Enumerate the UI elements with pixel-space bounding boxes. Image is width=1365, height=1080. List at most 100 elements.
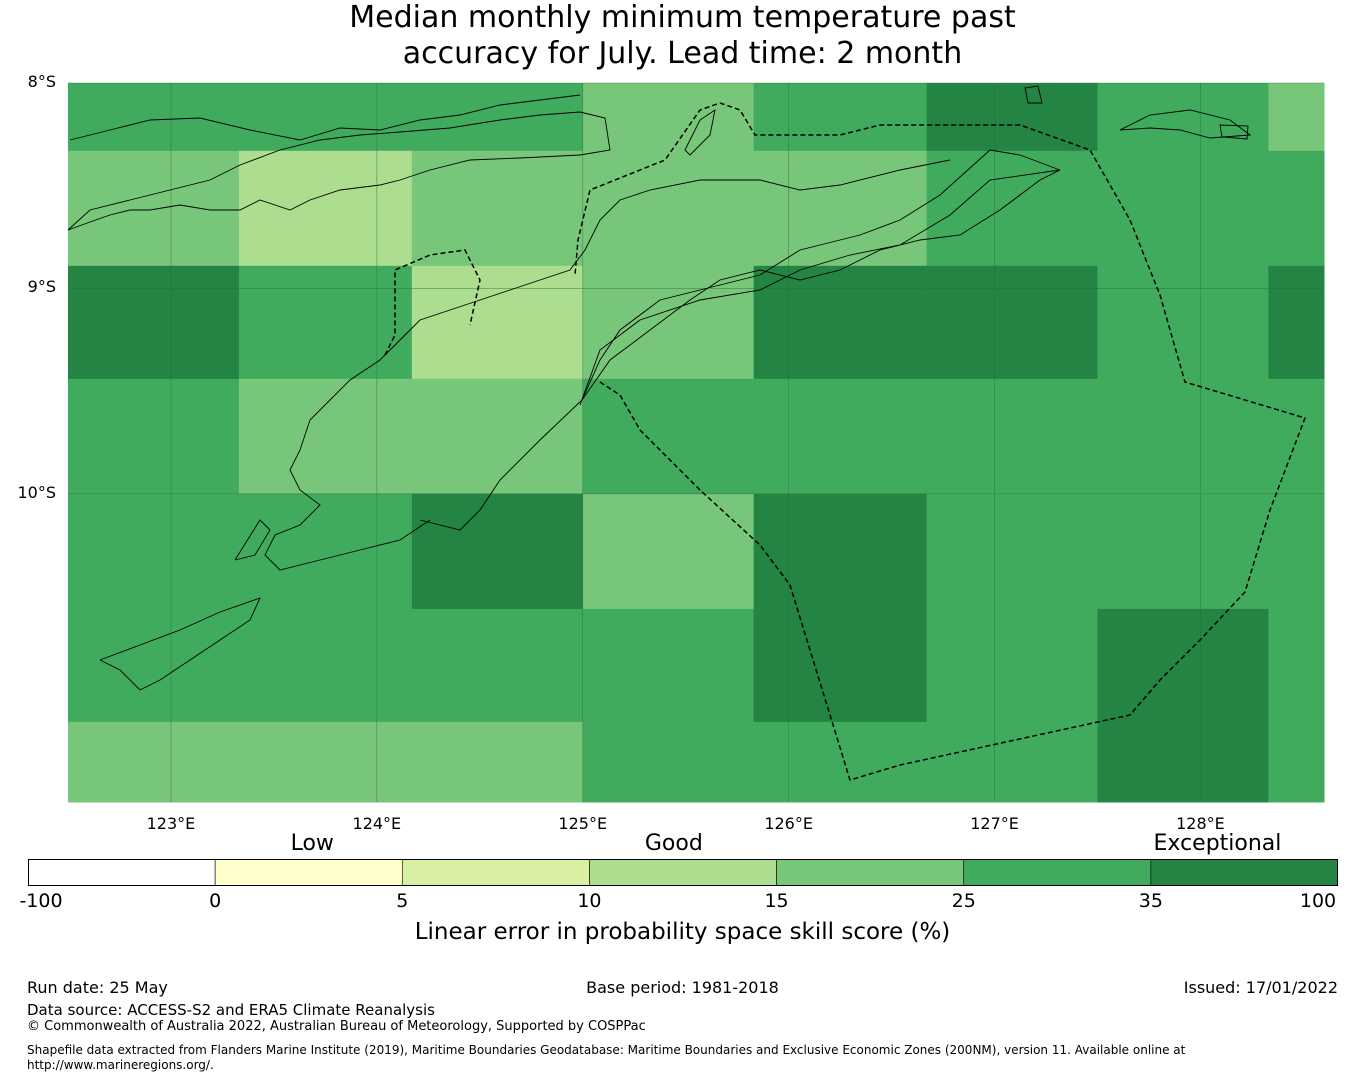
grid-cell: [411, 608, 584, 723]
longitude-tick-label: 128°E: [1176, 814, 1225, 833]
grid-cell: [68, 608, 240, 723]
grid-cell: [582, 378, 755, 495]
grid-cell: [238, 83, 413, 152]
grid-cell: [1097, 265, 1269, 380]
grid-cell: [753, 721, 928, 803]
grid-cell: [582, 608, 755, 723]
grid-cell: [1268, 721, 1325, 803]
maritime-boundary: [384, 102, 1306, 781]
grid-cell: [1268, 608, 1325, 723]
grid-cell: [582, 265, 755, 380]
skill-score-grid: [68, 83, 1325, 803]
grid-cell: [411, 150, 584, 267]
grid-cell: [1268, 493, 1325, 610]
colorbar-bin: [963, 859, 1152, 886]
grid-cell: [1268, 83, 1325, 152]
grid-cell: [238, 493, 413, 610]
longitude-tick-label: 127°E: [970, 814, 1019, 833]
coastline-wetar: [1119, 109, 1252, 139]
coastline-alor: [69, 94, 581, 141]
grid-cell: [238, 721, 413, 803]
legend-category-label: Low: [290, 831, 334, 856]
coastline-timor-west: [264, 159, 951, 571]
grid-cell: [926, 265, 1099, 380]
grid-cell: [1097, 721, 1269, 803]
grid-cell: [68, 265, 240, 380]
longitude-tick-label: 126°E: [764, 814, 813, 833]
colorbar-bins: [28, 859, 1338, 886]
base-period: Base period: 1981-2018: [586, 978, 779, 997]
colorbar-tick-label: 25: [951, 890, 976, 912]
grid-cell: [238, 265, 413, 380]
colorbar-tick-label: -100: [19, 890, 63, 912]
coastline-timor-main: [419, 149, 1061, 531]
colorbar-bin: [589, 859, 777, 886]
coastline: [67, 85, 1252, 691]
grid-cell: [1268, 378, 1325, 495]
grid-cell: [582, 493, 755, 610]
grid-cell: [753, 265, 928, 380]
grid-cell: [1097, 493, 1269, 610]
grid-cell: [753, 493, 928, 610]
grid-cell: [68, 83, 240, 152]
coastline-islet-1: [1024, 85, 1043, 104]
eez-boundary-west: [384, 249, 481, 356]
coastline-flores-east: [67, 111, 611, 231]
grid-cell: [1097, 150, 1269, 267]
data-source: Data source: ACCESS-S2 and ERA5 Climate …: [27, 1001, 435, 1019]
latitude-tick-label: 8°S: [27, 72, 56, 91]
grid-cell: [238, 608, 413, 723]
colorbar-bin: [1150, 859, 1338, 886]
map-title: Median monthly minimum temperature past …: [0, 0, 1365, 72]
grid-cell: [753, 608, 928, 723]
coastline-islet-2: [1219, 124, 1249, 140]
grid-cell: [68, 378, 240, 495]
colorbar-frame: [28, 859, 1338, 886]
colorbar-tick-label: 10: [577, 890, 602, 912]
copyright: © Commonwealth of Australia 2022, Austra…: [27, 1019, 646, 1034]
grid-cell: [411, 378, 584, 495]
grid-cell: [68, 721, 240, 803]
grid-cell: [1097, 608, 1269, 723]
colorbar-bin: [214, 859, 403, 886]
legend-category-label: Exceptional: [1153, 831, 1282, 856]
grid-cell: [411, 493, 584, 610]
grid-cell: [926, 608, 1099, 723]
latitude-tick-label: 10°S: [17, 482, 56, 502]
title-line-1: Median monthly minimum temperature past: [349, 0, 1016, 35]
grid-cell: [926, 721, 1099, 803]
colorbar-tick-label: 35: [1138, 890, 1163, 912]
colorbar-bin: [776, 859, 965, 886]
coastline-timor-north: [579, 169, 1061, 406]
colorbar-tick-label: 0: [209, 890, 222, 912]
coastline-sumba: [99, 597, 261, 691]
colorbar-tick-label: 15: [764, 890, 789, 912]
grid-cell: [411, 265, 584, 380]
shapefile-credit-line-1: Shapefile data extracted from Flanders M…: [27, 1043, 1186, 1057]
grid-cell: [926, 378, 1099, 495]
colorbar: [28, 859, 1338, 886]
legend-category-label: Good: [644, 831, 703, 856]
colorbar-bin: [28, 859, 216, 886]
grid-cell: [68, 493, 240, 610]
longitude-tick-label: 125°E: [558, 814, 608, 833]
grid-cell: [1097, 83, 1269, 152]
grid-cell: [238, 150, 413, 267]
grid-cell: [582, 83, 755, 152]
colorbar-bin: [401, 859, 590, 886]
colorbar-tick-label: 5: [396, 890, 409, 912]
grid-cell: [753, 83, 928, 152]
coastline-atauro: [684, 109, 716, 156]
latitude-tick-label: 9°S: [27, 277, 56, 297]
coastline-rote: [234, 519, 271, 561]
grid-cell: [926, 150, 1099, 267]
grid-cell: [582, 721, 755, 803]
shapefile-credit: Shapefile data extracted from Flanders M…: [27, 1043, 1347, 1073]
eez-boundary-east: [574, 102, 1306, 781]
grid-cell: [238, 378, 413, 495]
grid-cell: [1268, 150, 1325, 267]
graticule: [68, 82, 1324, 802]
issued-date: Issued: 17/01/2022: [1183, 978, 1338, 997]
shapefile-credit-line-2: http://www.marineregions.org/.: [27, 1058, 214, 1072]
